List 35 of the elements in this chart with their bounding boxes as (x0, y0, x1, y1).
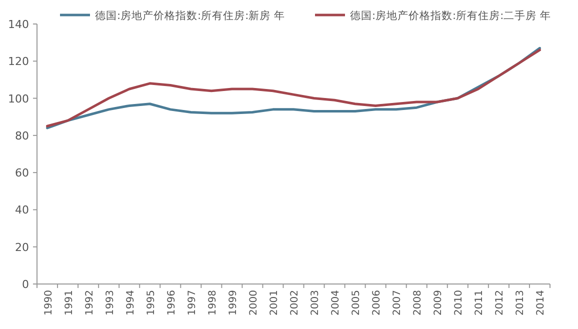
y-tick-label: 80 (15, 129, 29, 142)
x-tick-label: 2006 (372, 290, 383, 316)
x-tick-label: 2014 (536, 290, 547, 316)
y-tick-label: 100 (8, 92, 29, 106)
y-tick-label: 60 (15, 166, 29, 180)
y-tick-label: 40 (15, 204, 29, 217)
x-tick-label: 2005 (351, 290, 362, 316)
x-tick-label: 2000 (248, 290, 260, 316)
x-tick-label: 2003 (310, 290, 322, 316)
x-tick-label: 1997 (186, 290, 198, 316)
x-tick-label: 2001 (268, 290, 280, 316)
x-tick-label: 2002 (290, 290, 300, 316)
x-tick-label: 2007 (392, 290, 404, 316)
y-tick-label: 120 (8, 55, 29, 68)
y-tick-label: 140 (8, 18, 29, 31)
x-tick-label: 1995 (146, 290, 157, 316)
x-tick-label: 2010 (454, 290, 465, 316)
x-tick-label: 1994 (125, 290, 136, 316)
x-tick-label: 2004 (330, 290, 342, 316)
x-tick-label: 2013 (515, 290, 526, 316)
x-tick-label: 1992 (84, 290, 96, 316)
x-tick-label: 1998 (207, 290, 218, 316)
x-tick-label: 1991 (64, 290, 75, 316)
x-tick-label: 1993 (104, 290, 116, 316)
x-tick-label: 2012 (494, 290, 506, 316)
x-tick-label: 2009 (433, 290, 444, 316)
legend-label: 德国:房地产价格指数:所有住房:新房 年 (95, 9, 285, 22)
y-tick-label: 20 (15, 240, 29, 254)
x-tick-label: 1996 (166, 290, 178, 316)
y-tick-label: 0 (22, 278, 29, 291)
x-tick-label: 1999 (228, 290, 239, 316)
x-tick-label: 1990 (43, 290, 54, 316)
legend-label: 德国:房地产价格指数:所有住房:二手房 年 (350, 9, 551, 22)
x-tick-label: 2011 (474, 290, 486, 316)
x-tick-label: 2008 (412, 290, 424, 316)
